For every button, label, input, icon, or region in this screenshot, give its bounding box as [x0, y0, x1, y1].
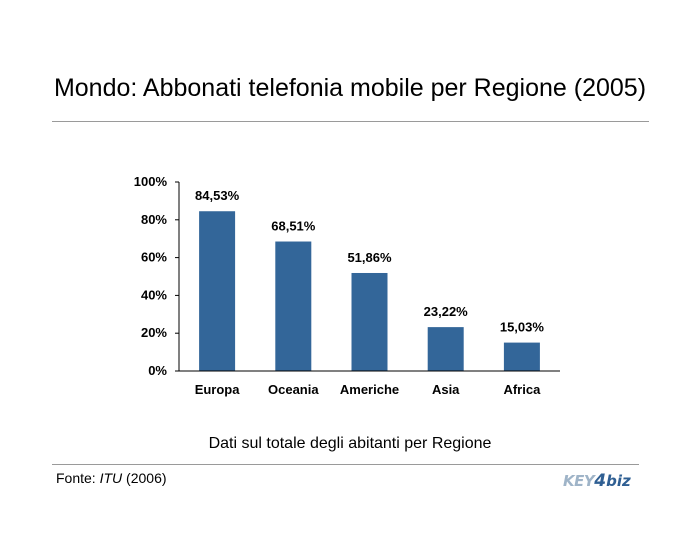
logo-part-key: KEY: [563, 472, 595, 490]
bar-chart: 84,53% 68,51% 51,86% 23,22% 15,03% 0% 20% 40% 6…: [134, 174, 560, 397]
data-labels-group: 84,53% 68,51% 51,86% 23,22% 15,03%: [195, 188, 544, 334]
x-labels-group: Europa Oceania Americhe Asia Africa: [195, 382, 541, 397]
title-divider: [52, 121, 649, 122]
logo-part-4: 4: [594, 471, 607, 491]
y-ticks-group: 0% 20% 40% 60% 80% 100%: [134, 174, 179, 378]
y-tick-label: 100%: [134, 174, 168, 189]
data-label: 23,22%: [424, 304, 469, 319]
y-tick-label: 0%: [148, 363, 167, 378]
footer-divider: [52, 464, 639, 465]
key4biz-logo: KEY4biz: [563, 471, 643, 491]
x-tick-label: Europa: [195, 382, 241, 397]
source-note: Fonte: ITU (2006): [56, 470, 167, 486]
y-tick-label: 60%: [141, 250, 167, 265]
bar-africa: [503, 342, 540, 371]
bar-oceania: [275, 241, 312, 371]
source-year: (2006): [122, 470, 167, 486]
x-tick-label: Oceania: [268, 382, 319, 397]
source-prefix: Fonte:: [56, 470, 100, 486]
x-tick-label: Asia: [432, 382, 460, 397]
logo-part-biz: biz: [606, 472, 631, 490]
data-label: 15,03%: [500, 320, 545, 335]
bar-europa: [199, 211, 236, 371]
y-tick-label: 20%: [141, 325, 167, 340]
x-tick-label: Africa: [503, 382, 541, 397]
chart-subtitle: Dati sul totale degli abitanti per Regio…: [208, 435, 492, 452]
x-tick-label: Americhe: [340, 382, 399, 397]
source-name: ITU: [99, 470, 123, 486]
bar-asia: [427, 327, 464, 371]
data-label: 84,53%: [195, 188, 240, 203]
data-label: 68,51%: [271, 219, 316, 234]
axes-group: [178, 182, 560, 372]
data-label: 51,86%: [347, 250, 392, 265]
page-title: Mondo: Abbonati telefonia mobile per Reg…: [53, 74, 647, 102]
bars-group: [199, 211, 540, 371]
y-tick-label: 40%: [141, 287, 167, 302]
y-tick-label: 80%: [141, 212, 167, 227]
bar-americhe: [351, 272, 388, 371]
